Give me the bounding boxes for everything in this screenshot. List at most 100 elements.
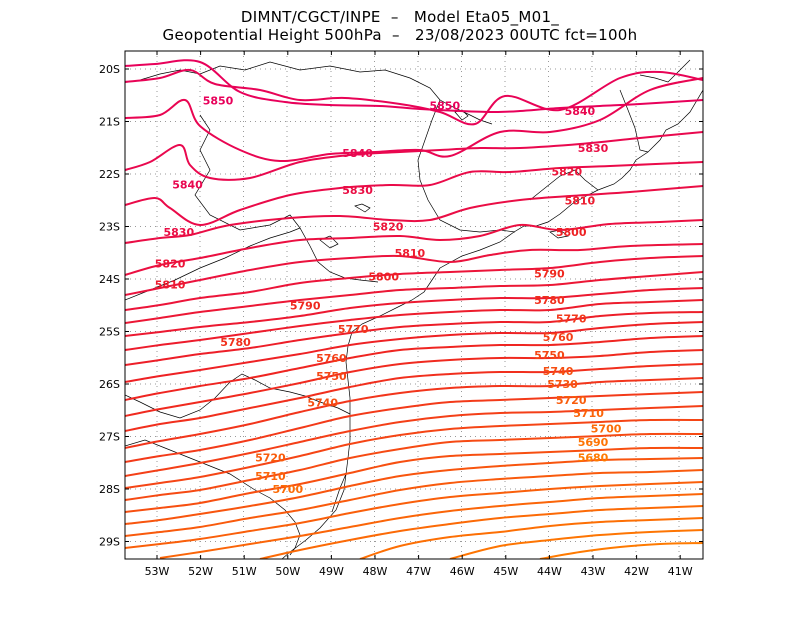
lagoon-shore — [331, 473, 347, 513]
contour-labels: 5850 5850 5840 5840 5840 5830 5830 5830 5820 5820… — [155, 95, 622, 497]
contour-label: 5790 — [290, 299, 321, 312]
lat-tick-label: 23S — [99, 221, 120, 234]
map-title-line1: DIMNT/CGCT/INPE – Model Eta05_M01_ — [240, 8, 560, 26]
lon-tick-label: 43W — [581, 565, 606, 578]
contour-label: 5710 — [573, 407, 604, 420]
contour-label: 5770 — [338, 323, 369, 336]
longitude-labels: 53W 52W 51W 50W 49W 48W 47W 46W 45W 44W 43W 42W 41W — [145, 565, 693, 578]
contour-line — [125, 311, 703, 366]
river-network — [439, 99, 493, 125]
contour-label: 5850 — [429, 100, 460, 113]
contour-label: 5810 — [395, 247, 426, 260]
contour-label: 5760 — [543, 331, 574, 344]
contour-label: 5720 — [255, 452, 286, 465]
lon-tick-label: 47W — [406, 565, 431, 578]
contour-line — [125, 349, 703, 417]
geopotential-contours — [125, 59, 703, 559]
reservoir-2 — [319, 235, 339, 249]
map-background — [125, 51, 703, 559]
goias-border — [139, 65, 246, 81]
contour-label: 5740 — [543, 365, 574, 378]
latitude-labels: 20S 21S 22S 23S 24S 25S 26S 27S 28S 29S — [99, 63, 120, 549]
lat-tick-label: 21S — [99, 116, 120, 129]
contour-label: 5800 — [368, 270, 399, 283]
lon-tick-label: 49W — [319, 565, 344, 578]
minas-gerais-border — [244, 61, 516, 233]
contour-label: 5700 — [272, 483, 303, 496]
contour-label: 5730 — [547, 378, 578, 391]
contour-label: 5750 — [534, 349, 565, 362]
contour-label: 5820 — [155, 257, 186, 270]
reservoir-1 — [354, 203, 371, 213]
contour-line — [125, 405, 703, 477]
contour-line — [449, 529, 703, 559]
contour-label: 5850 — [203, 95, 234, 108]
lon-tick-label: 51W — [232, 565, 257, 578]
contour-label: 5830 — [342, 184, 373, 197]
contour-label: 5840 — [342, 147, 373, 160]
contour-line — [125, 446, 703, 513]
contour-line — [125, 469, 703, 537]
contour-label: 5780 — [534, 294, 565, 307]
contour-line — [125, 243, 703, 296]
contour-line — [125, 185, 703, 244]
argentina-border — [125, 373, 351, 419]
lon-tick-label: 46W — [450, 565, 475, 578]
contour-line — [125, 255, 703, 311]
contour-line — [539, 542, 703, 559]
contour-label: 5710 — [255, 470, 286, 483]
mato-grosso-border — [194, 114, 301, 231]
contour-line — [125, 335, 703, 401]
contour-label: 5760 — [316, 352, 347, 365]
contour-label: 5810 — [155, 278, 186, 291]
contour-label: 5770 — [556, 312, 587, 325]
contour-line — [125, 432, 703, 501]
contour-label: 5800 — [556, 226, 587, 239]
rio-border — [529, 169, 599, 201]
lat-tick-label: 28S — [99, 483, 120, 496]
lon-tick-label: 48W — [363, 565, 388, 578]
espirito-santo-border — [619, 89, 649, 153]
contour-label: 5810 — [565, 194, 596, 207]
contour-line — [125, 131, 703, 181]
contour-label: 5820 — [551, 165, 582, 178]
lon-tick-label: 50W — [275, 565, 300, 578]
contour-label: 5840 — [172, 179, 203, 192]
contour-line — [359, 517, 703, 559]
contour-line — [125, 321, 703, 383]
lon-tick-label: 42W — [624, 565, 649, 578]
lat-tick-label: 29S — [99, 536, 120, 549]
parana-border — [125, 227, 379, 301]
contour-line — [125, 299, 703, 351]
contour-line — [125, 418, 703, 489]
contour-line — [125, 481, 703, 549]
contour-line — [125, 219, 703, 276]
contour-label: 5740 — [307, 396, 338, 409]
contour-line — [125, 391, 703, 463]
lat-tick-label: 22S — [99, 168, 120, 181]
contour-label: 5840 — [565, 105, 596, 118]
map-frame — [124, 50, 704, 560]
lon-tick-label: 44W — [537, 565, 562, 578]
contour-line — [125, 77, 703, 163]
contour-line — [125, 363, 703, 432]
lon-tick-label: 52W — [188, 565, 213, 578]
axis-ticks — [125, 51, 703, 559]
lon-tick-label: 41W — [668, 565, 693, 578]
lat-tick-label: 25S — [99, 326, 120, 339]
contour-label: 5690 — [578, 436, 609, 449]
lat-tick-label: 26S — [99, 378, 120, 391]
contour-label: 5780 — [220, 336, 251, 349]
contour-label: 5750 — [316, 370, 347, 383]
lat-tick-label: 20S — [99, 63, 120, 76]
contour-line — [125, 161, 703, 227]
contour-line — [125, 457, 703, 525]
contour-line — [125, 59, 703, 114]
lat-tick-label: 27S — [99, 431, 120, 444]
contour-label: 5790 — [534, 268, 565, 281]
contour-line — [259, 505, 703, 559]
contour-label: 5700 — [591, 423, 622, 436]
contour-line — [159, 493, 703, 559]
bahia-border — [639, 59, 691, 83]
